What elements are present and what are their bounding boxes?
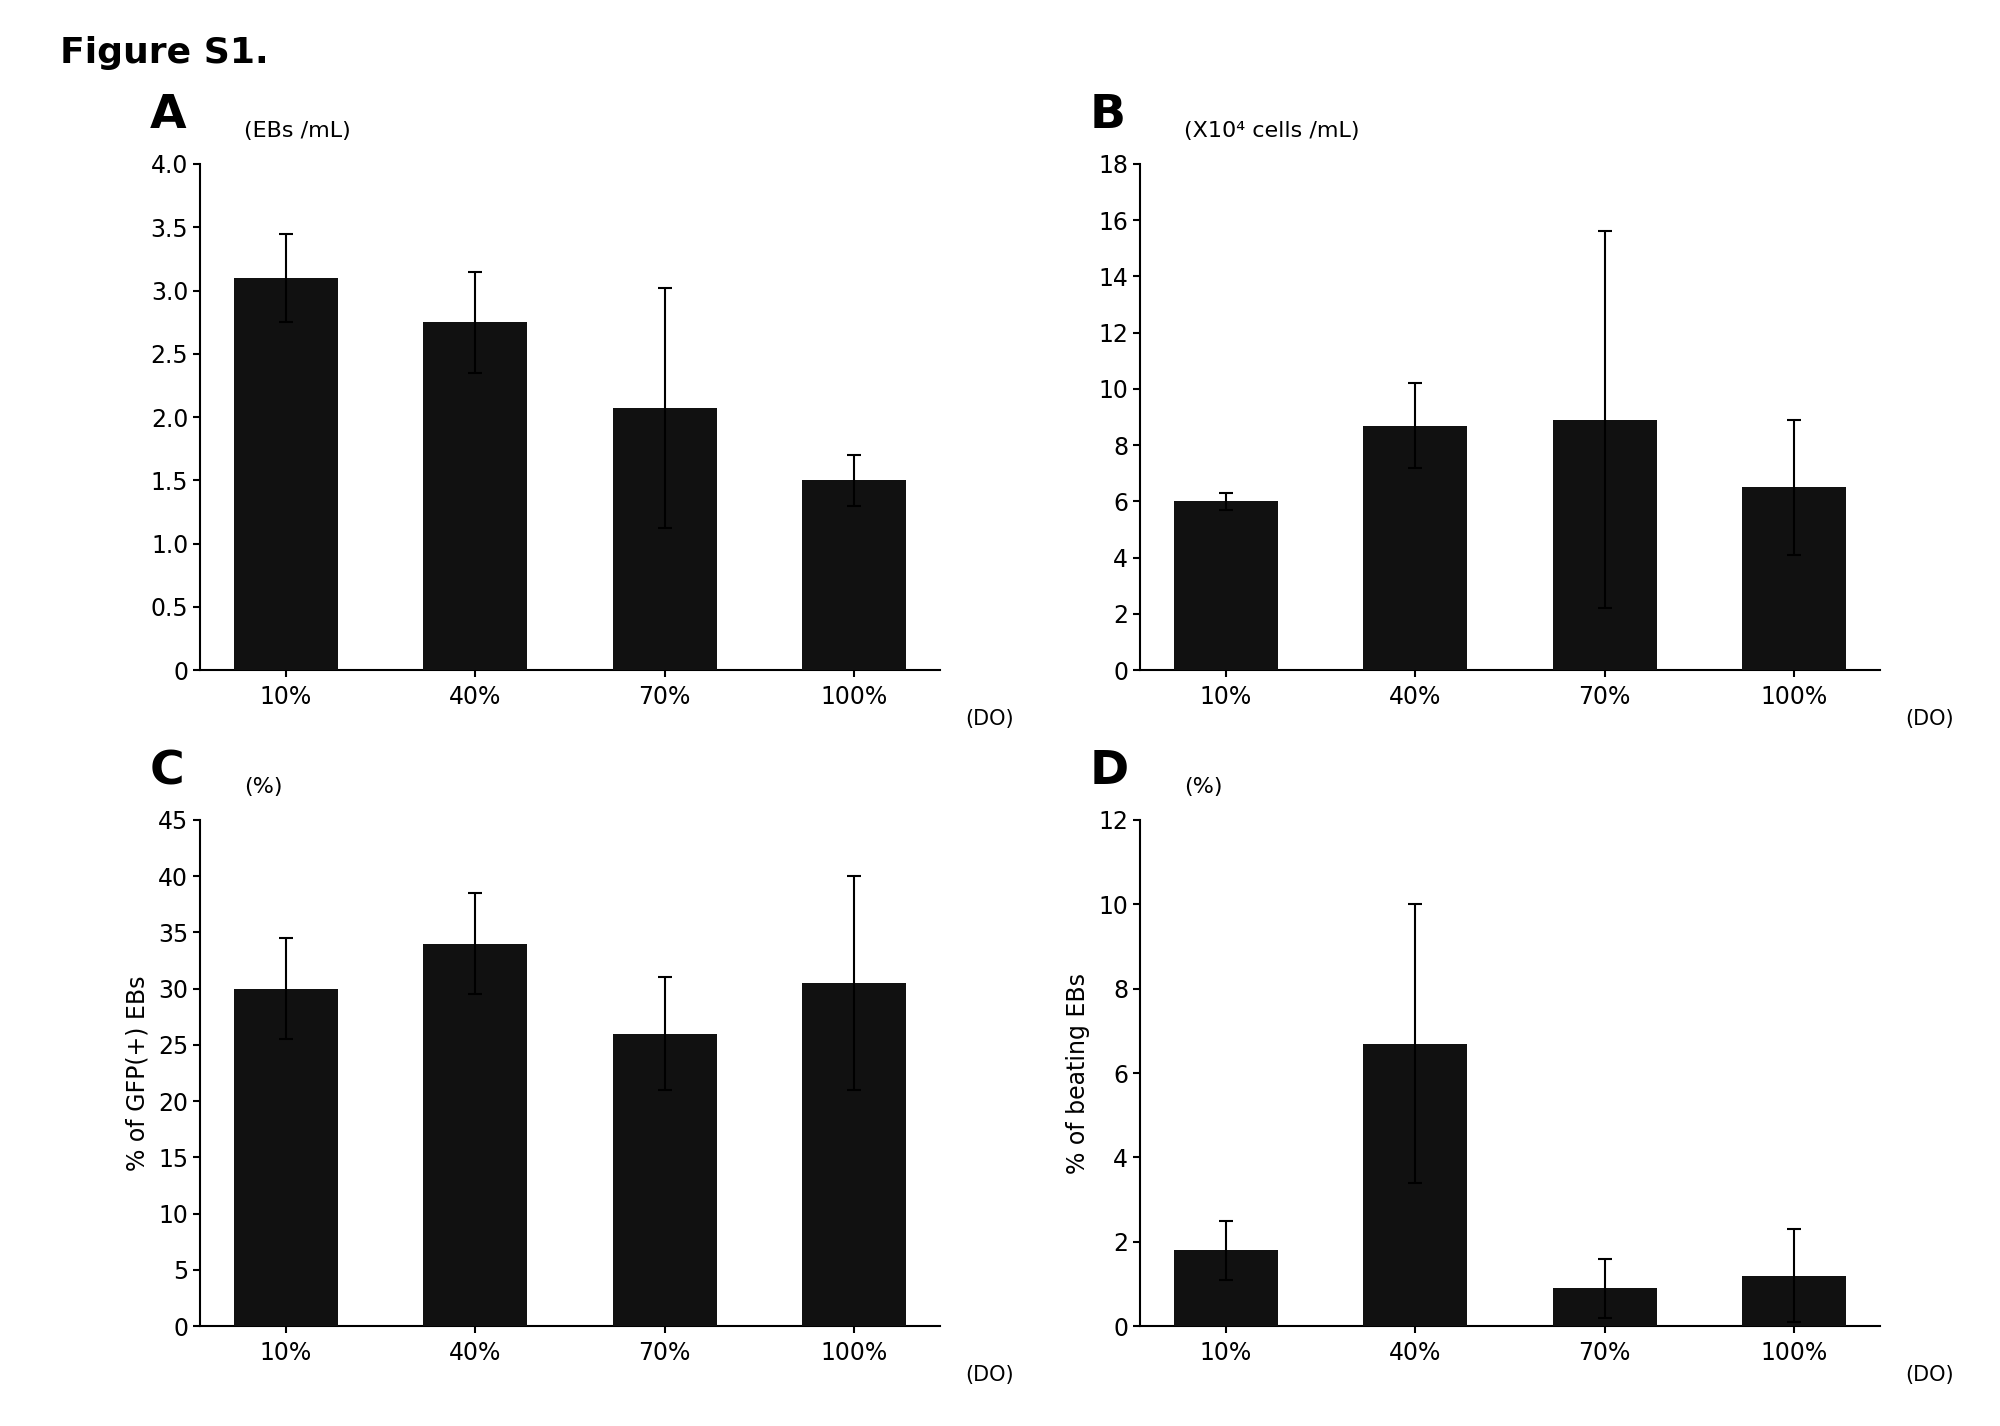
Bar xyxy=(424,944,528,1326)
Bar xyxy=(424,322,528,670)
Text: B: B xyxy=(1090,93,1126,138)
Bar xyxy=(234,278,338,670)
Bar xyxy=(1552,1288,1656,1326)
Bar xyxy=(1552,419,1656,670)
Bar xyxy=(802,983,906,1326)
Bar xyxy=(802,481,906,670)
Bar xyxy=(612,408,716,670)
Bar xyxy=(1174,502,1278,670)
Bar xyxy=(1742,488,1846,670)
Y-axis label: % of beating EBs: % of beating EBs xyxy=(1066,973,1090,1174)
Text: (DO): (DO) xyxy=(1904,709,1954,729)
Y-axis label: % of GFP(+) EBs: % of GFP(+) EBs xyxy=(126,975,150,1171)
Bar xyxy=(1364,1044,1468,1326)
Text: D: D xyxy=(1090,749,1130,794)
Bar xyxy=(612,1034,716,1326)
Text: (DO): (DO) xyxy=(1904,1365,1954,1385)
Bar xyxy=(1174,1251,1278,1326)
Text: (EBs /mL): (EBs /mL) xyxy=(244,121,350,141)
Text: (DO): (DO) xyxy=(964,709,1014,729)
Bar xyxy=(234,988,338,1326)
Text: (%): (%) xyxy=(244,777,282,797)
Bar xyxy=(1364,425,1468,670)
Text: (%): (%) xyxy=(1184,777,1222,797)
Text: (X10⁴ cells /mL): (X10⁴ cells /mL) xyxy=(1184,121,1360,141)
Text: (DO): (DO) xyxy=(964,1365,1014,1385)
Bar xyxy=(1742,1276,1846,1326)
Text: Figure S1.: Figure S1. xyxy=(60,36,268,70)
Text: A: A xyxy=(150,93,186,138)
Text: C: C xyxy=(150,749,184,794)
